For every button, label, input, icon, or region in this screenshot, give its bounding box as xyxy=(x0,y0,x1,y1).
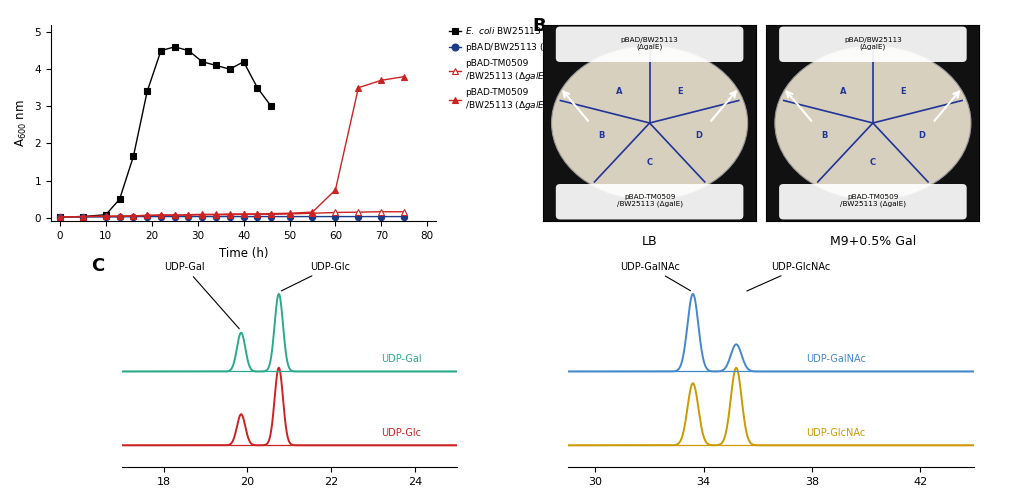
Legend: $\it{E.\ coli}$ BW25113, pBAD/BW25113 ($\Delta$$\it{galE}$), pBAD-TM0509
/BW2511: $\it{E.\ coli}$ BW25113, pBAD/BW25113 ($… xyxy=(449,25,602,112)
Text: UDP-GalNAc: UDP-GalNAc xyxy=(807,354,867,364)
Text: pBAD/BW25113
(ΔgalE): pBAD/BW25113 (ΔgalE) xyxy=(844,36,901,50)
Text: C: C xyxy=(647,158,653,167)
Ellipse shape xyxy=(774,46,971,200)
Text: UDP-Glc: UDP-Glc xyxy=(281,262,350,291)
FancyBboxPatch shape xyxy=(556,184,743,219)
Text: B: B xyxy=(821,131,827,140)
FancyBboxPatch shape xyxy=(780,184,966,219)
Text: UDP-Glc: UDP-Glc xyxy=(382,428,421,438)
Text: E: E xyxy=(677,87,682,95)
Text: pBAD-TM0509
/BW25113 (ΔgalE): pBAD-TM0509 /BW25113 (ΔgalE) xyxy=(839,194,906,208)
Text: LB: LB xyxy=(641,235,658,248)
Text: A: A xyxy=(839,87,847,95)
Text: pBAD/BW25113
(ΔgalE): pBAD/BW25113 (ΔgalE) xyxy=(621,36,678,50)
Text: C: C xyxy=(870,158,876,167)
Text: D: D xyxy=(694,131,701,140)
Text: C: C xyxy=(91,257,105,275)
X-axis label: Time (h): Time (h) xyxy=(219,246,268,260)
Y-axis label: A$_{600}$ nm: A$_{600}$ nm xyxy=(14,99,28,147)
Text: UDP-GlcNAc: UDP-GlcNAc xyxy=(807,428,866,438)
FancyBboxPatch shape xyxy=(556,27,743,62)
Text: pBAD-TM0509
/BW25113 (ΔgalE): pBAD-TM0509 /BW25113 (ΔgalE) xyxy=(616,194,683,208)
Text: UDP-GlcNAc: UDP-GlcNAc xyxy=(747,262,830,291)
Text: M9+0.5% Gal: M9+0.5% Gal xyxy=(830,235,916,248)
Text: B: B xyxy=(598,131,604,140)
Text: E: E xyxy=(900,87,905,95)
FancyBboxPatch shape xyxy=(780,27,966,62)
Text: UDP-GalNAc: UDP-GalNAc xyxy=(620,262,690,291)
Text: B: B xyxy=(533,17,546,35)
Text: D: D xyxy=(918,131,925,140)
Text: UDP-Gal: UDP-Gal xyxy=(164,262,240,329)
Text: UDP-Gal: UDP-Gal xyxy=(382,354,422,364)
Text: A: A xyxy=(616,87,623,95)
Ellipse shape xyxy=(551,46,748,200)
